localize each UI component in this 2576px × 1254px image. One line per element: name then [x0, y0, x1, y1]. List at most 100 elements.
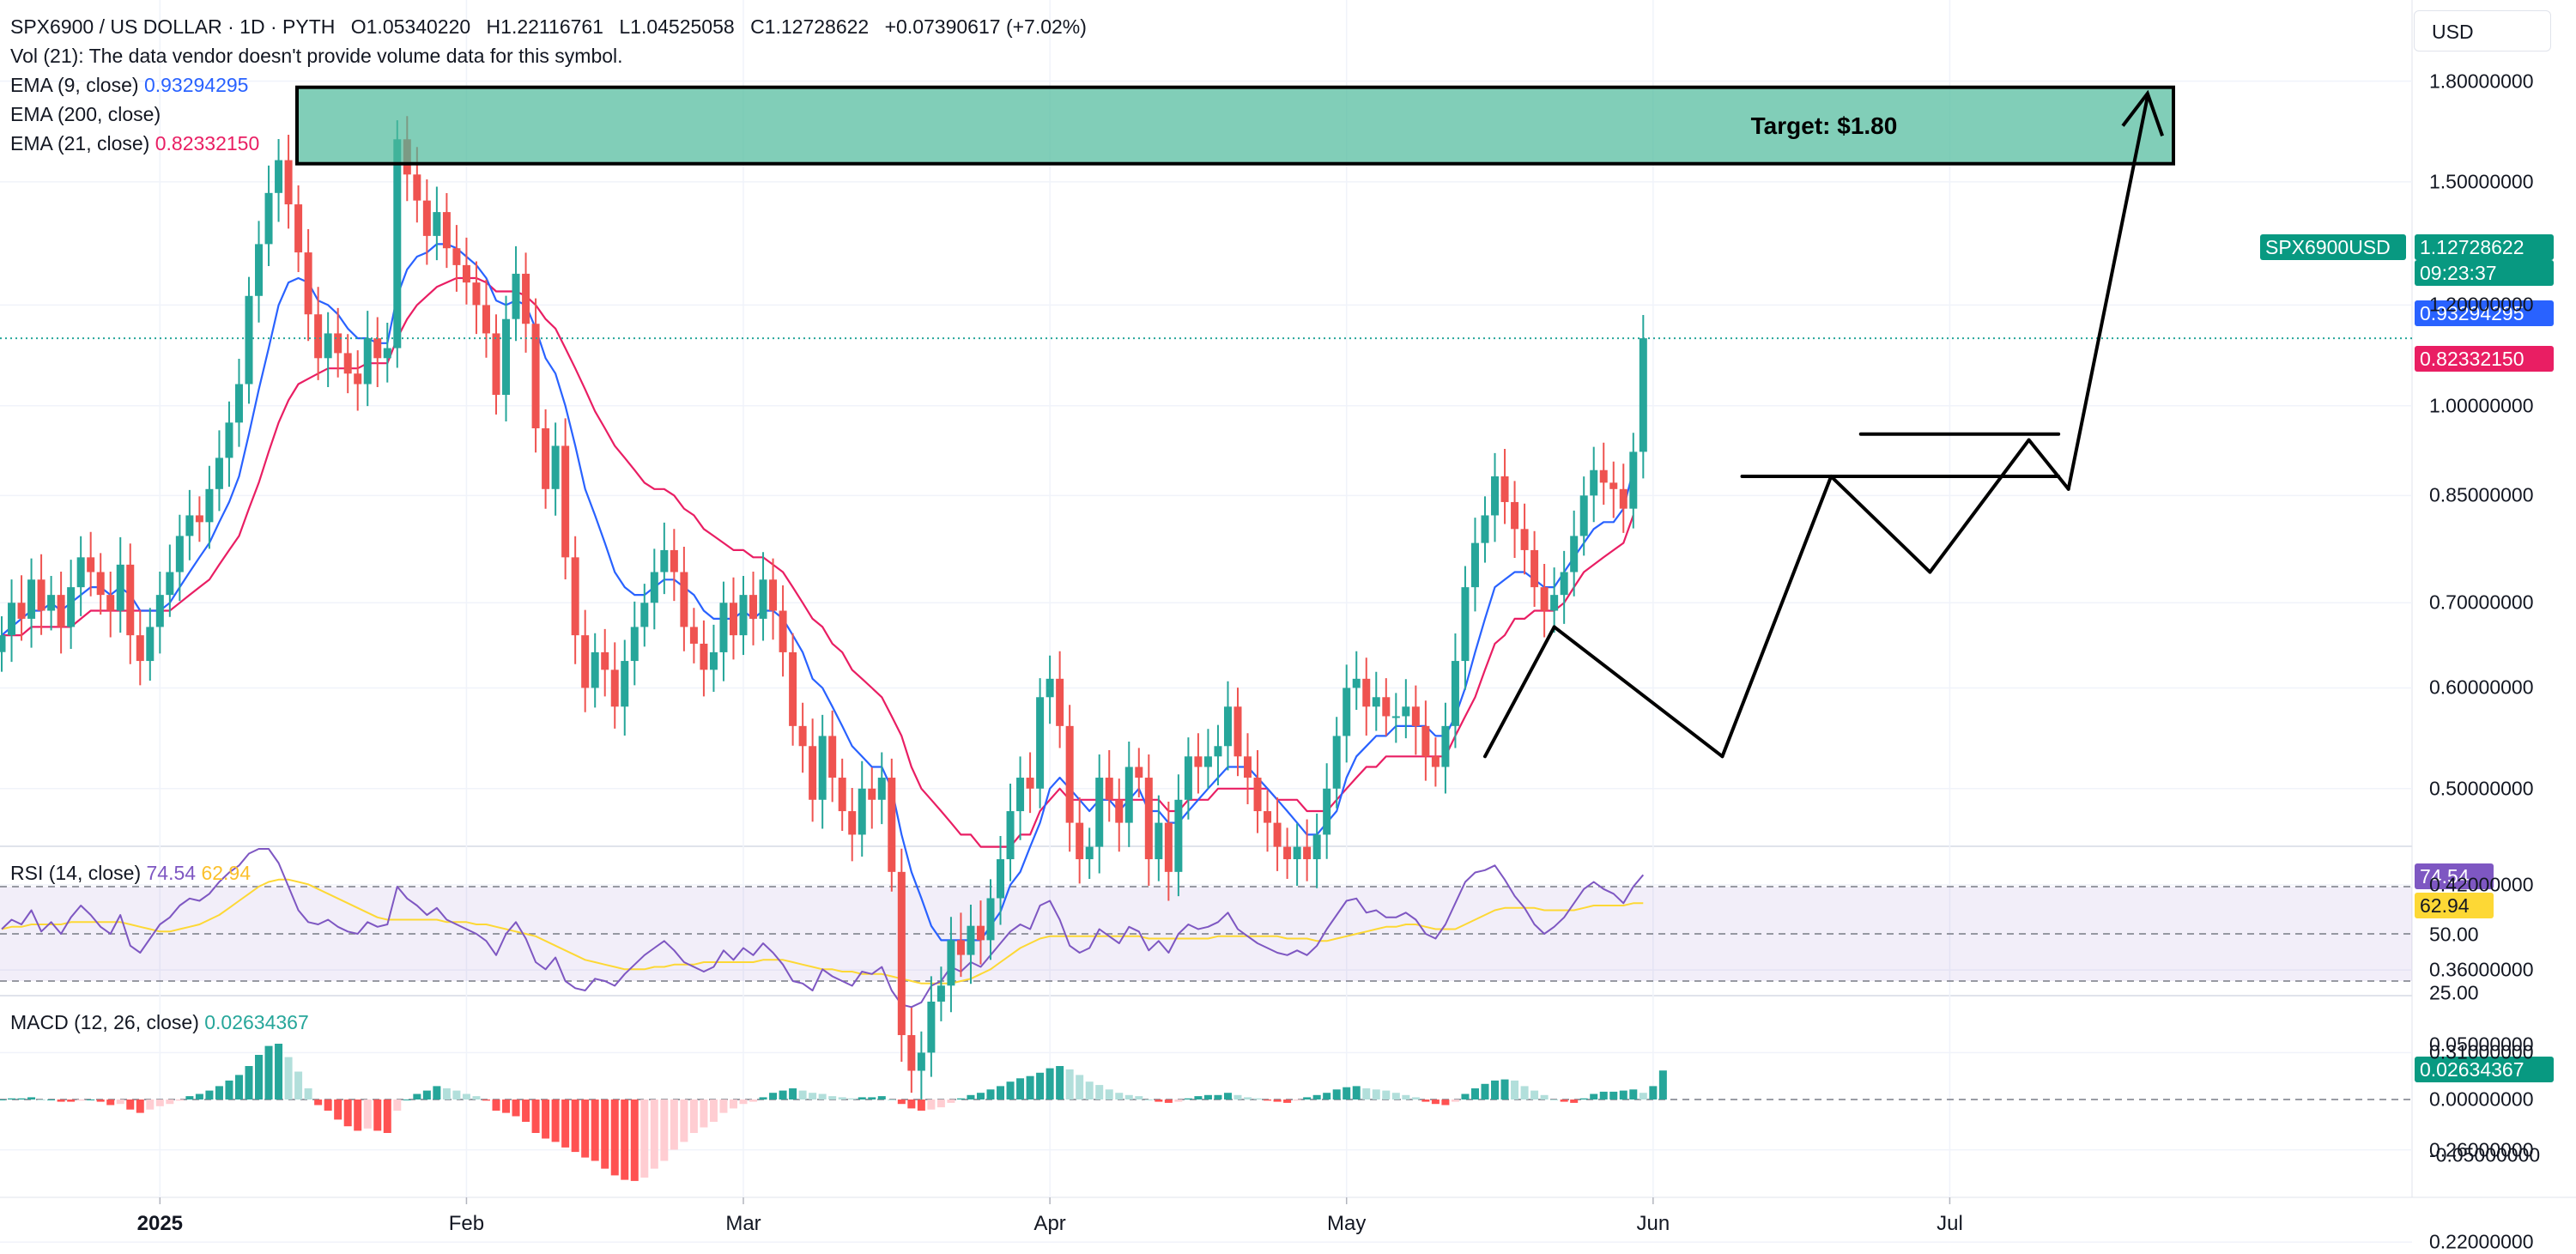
open-value: 1.05340220	[366, 15, 471, 38]
macd-label: MACD (12, 26, close)	[10, 1011, 199, 1033]
macd-bar	[146, 1100, 155, 1110]
macd-bar	[1520, 1086, 1529, 1100]
symbol-legend: SPX6900 / US DOLLAR · 1D · PYTH O1.05340…	[10, 15, 1087, 39]
candle-body	[383, 348, 391, 359]
macd-bar	[858, 1097, 866, 1100]
macd-bar	[17, 1098, 26, 1100]
macd-bar	[1362, 1088, 1371, 1100]
macd-bar	[1076, 1075, 1084, 1100]
macd-bar	[373, 1100, 382, 1131]
candle-body	[868, 788, 876, 800]
rsi-level-25: 25.00	[2429, 981, 2479, 1004]
candle-body	[126, 564, 135, 636]
macd-bar	[749, 1100, 758, 1102]
macd-bar	[1095, 1085, 1104, 1100]
macd-bar	[551, 1100, 560, 1142]
candle-body	[1065, 725, 1074, 823]
candle-body	[1006, 811, 1015, 860]
candle-body	[294, 204, 303, 253]
candle-body	[1579, 495, 1588, 536]
macd-bar	[1590, 1093, 1598, 1100]
price-tick-label: 0.50000000	[2429, 777, 2534, 800]
candle-body	[1174, 799, 1183, 872]
macd-bar	[1511, 1080, 1519, 1100]
candle-body	[76, 557, 85, 588]
rsi-legend[interactable]: RSI (14, close) 74.54 62.94	[10, 862, 251, 885]
macd-bar	[779, 1090, 787, 1100]
macd-bar	[1273, 1100, 1282, 1102]
candle-body	[1520, 529, 1529, 550]
macd-legend[interactable]: MACD (12, 26, close) 0.02634367	[10, 1011, 309, 1034]
candle-body	[1095, 778, 1104, 847]
candle-body	[1461, 587, 1470, 662]
macd-bar	[1461, 1093, 1470, 1100]
ema9-label: EMA (9, close)	[10, 74, 139, 96]
macd-bar	[907, 1100, 916, 1109]
candle-body	[1214, 746, 1222, 757]
macd-bar	[1174, 1100, 1183, 1102]
price-tick-label: 0.70000000	[2429, 591, 2534, 614]
macd-bar	[522, 1100, 530, 1122]
macd-bar	[433, 1086, 441, 1100]
price-tick-label: 0.36000000	[2429, 958, 2534, 981]
currency-selector[interactable]: USD	[2414, 10, 2551, 51]
candle-body	[8, 603, 16, 636]
candle-body	[1491, 476, 1500, 516]
macd-bar	[897, 1100, 906, 1105]
macd-bar	[838, 1097, 846, 1100]
candle-body	[660, 549, 669, 572]
macd-bar	[967, 1094, 975, 1100]
macd-bar	[1629, 1089, 1638, 1100]
macd-bar	[531, 1100, 540, 1133]
macd-bar	[1599, 1091, 1608, 1100]
macd-tick-3: -0.05000000	[2429, 1143, 2541, 1166]
macd-bar	[1006, 1081, 1015, 1100]
pattern-line	[1720, 475, 1834, 759]
macd-bar	[848, 1098, 857, 1100]
macd-bar	[275, 1044, 283, 1100]
macd-bar	[1323, 1093, 1331, 1100]
macd-bar	[1560, 1100, 1568, 1102]
candle-body	[27, 579, 36, 619]
candle-body	[334, 333, 342, 354]
macd-bar	[106, 1100, 115, 1106]
candle-body	[571, 557, 579, 636]
macd-bar	[610, 1100, 619, 1176]
candle-body	[234, 384, 243, 423]
macd-value: 0.02634367	[204, 1011, 309, 1033]
macd-bar	[166, 1100, 174, 1105]
candle-body	[462, 264, 470, 283]
candle-body	[967, 925, 975, 955]
macd-bar	[215, 1086, 223, 1100]
candle-body	[542, 428, 550, 489]
candle-body	[739, 595, 748, 636]
macd-bar	[195, 1093, 203, 1100]
macd-bar	[917, 1100, 925, 1111]
ema9-legend[interactable]: EMA (9, close) 0.93294295	[10, 74, 248, 97]
macd-bar	[650, 1100, 658, 1169]
macd-bar	[264, 1045, 273, 1100]
candle-body	[729, 603, 737, 636]
time-tick-label: Feb	[448, 1212, 485, 1235]
high-label: H	[486, 15, 501, 38]
candle-body	[848, 811, 857, 835]
macd-bar	[719, 1100, 728, 1113]
macd-bar	[304, 1088, 312, 1100]
macd-bar	[828, 1096, 837, 1100]
candle-body	[1223, 706, 1232, 747]
ema21-legend[interactable]: EMA (21, close) 0.82332150	[10, 132, 259, 155]
ema200-legend[interactable]: EMA (200, close)	[10, 103, 161, 126]
macd-bar	[1115, 1093, 1124, 1100]
macd-bar	[927, 1100, 936, 1110]
macd-bar	[789, 1088, 797, 1100]
candle-body	[719, 603, 728, 652]
candle-body	[630, 627, 639, 662]
symbol-tag: SPX6900USD	[2260, 234, 2406, 260]
candle-body	[1124, 766, 1133, 823]
candle-body	[522, 273, 530, 324]
candle-body	[858, 788, 866, 835]
candle-body	[1076, 822, 1084, 860]
candle-body	[591, 651, 599, 688]
candle-body	[1253, 778, 1262, 812]
